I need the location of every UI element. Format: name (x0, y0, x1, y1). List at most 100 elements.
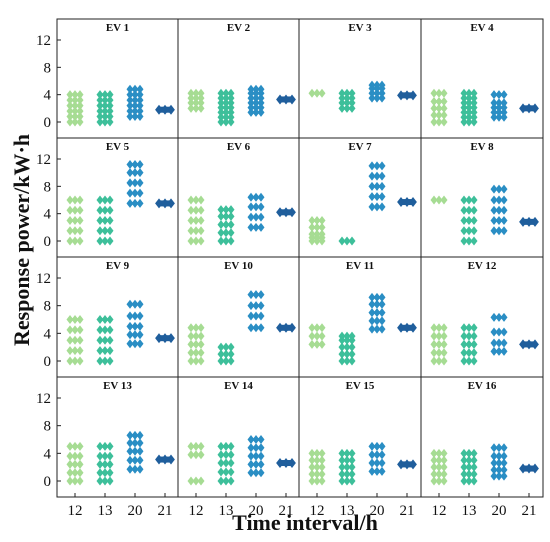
y-tick-label: 4 (44, 88, 52, 104)
data-point (460, 88, 468, 98)
data-point (257, 301, 265, 311)
data-point (465, 216, 473, 225)
data-point (71, 90, 79, 100)
data-point (96, 236, 104, 246)
data-point (217, 458, 225, 468)
data-point (247, 212, 255, 222)
data-point (495, 471, 503, 481)
data-point (227, 458, 235, 468)
data-point (101, 216, 109, 225)
data-point (252, 311, 260, 321)
data-point (136, 159, 144, 169)
data-point (96, 451, 104, 461)
data-point (217, 93, 225, 103)
data-point (348, 356, 356, 366)
data-point (460, 476, 468, 486)
data-point (126, 95, 134, 105)
data-point (378, 308, 386, 318)
data-point (348, 342, 356, 352)
data-point (136, 299, 144, 309)
data-point (343, 103, 351, 113)
data-point (187, 98, 195, 108)
data-point (222, 117, 230, 127)
data-point (192, 348, 200, 358)
data-point (227, 112, 235, 122)
data-point (257, 435, 265, 444)
data-point (96, 106, 104, 116)
data-point (96, 356, 104, 366)
data-point (227, 228, 235, 238)
data-point (227, 467, 235, 477)
data-point (187, 236, 195, 246)
data-point (440, 448, 448, 458)
data-point (96, 195, 104, 205)
data-point (313, 222, 321, 232)
data-point (66, 451, 74, 461)
x-tick-label: 21 (158, 503, 173, 519)
data-point (490, 103, 498, 113)
data-point (192, 323, 200, 333)
data-point (192, 236, 200, 246)
data-point (66, 441, 74, 451)
data-point (131, 330, 139, 340)
data-point (247, 93, 255, 103)
panel-title: EV 15 (346, 380, 375, 392)
data-point (500, 226, 508, 236)
data-point (343, 469, 351, 479)
y-tick-label: 8 (44, 419, 52, 435)
data-point (440, 117, 448, 127)
data-point (378, 93, 386, 103)
data-point (187, 88, 195, 98)
data-point (401, 461, 413, 468)
data-point (136, 168, 144, 178)
data-point (252, 443, 260, 453)
data-point (197, 356, 205, 366)
data-point (435, 348, 443, 358)
data-point (197, 323, 205, 333)
y-tick-label: 4 (44, 446, 52, 462)
data-point (313, 229, 321, 239)
data-point (227, 88, 235, 98)
data-point (197, 195, 205, 205)
y-axis-label: Response power/kW·h (9, 133, 34, 347)
data-point (106, 195, 114, 205)
data-point (440, 331, 448, 341)
data-point (435, 117, 443, 127)
data-point (308, 462, 316, 472)
data-point (106, 101, 114, 111)
data-point (470, 455, 478, 465)
panel-frame (298, 18, 422, 139)
data-point (131, 311, 139, 321)
data-point (222, 107, 230, 117)
data-point (368, 441, 376, 451)
data-point (131, 321, 139, 331)
data-point (66, 335, 74, 345)
data-point (136, 112, 144, 122)
data-point (313, 339, 321, 349)
data-point (76, 441, 84, 451)
data-point (435, 103, 443, 113)
data-point (252, 459, 260, 469)
data-point (192, 103, 200, 113)
data-point (96, 226, 104, 236)
data-point (192, 93, 200, 103)
data-point (217, 349, 225, 359)
data-point (76, 117, 84, 127)
panel-title: EV 12 (468, 260, 497, 272)
data-point (313, 455, 321, 465)
data-point (222, 349, 230, 359)
data-point (313, 469, 321, 479)
data-point (217, 107, 225, 117)
data-point (101, 106, 109, 116)
data-point (465, 195, 473, 205)
data-point (460, 195, 468, 205)
data-point (368, 171, 376, 181)
data-point (257, 468, 265, 478)
x-tick-label: 20 (128, 503, 143, 519)
data-point (126, 178, 134, 188)
data-point (71, 106, 79, 116)
data-point (378, 181, 386, 191)
panel-frame (298, 256, 422, 378)
data-point (495, 451, 503, 461)
data-point (222, 211, 230, 221)
